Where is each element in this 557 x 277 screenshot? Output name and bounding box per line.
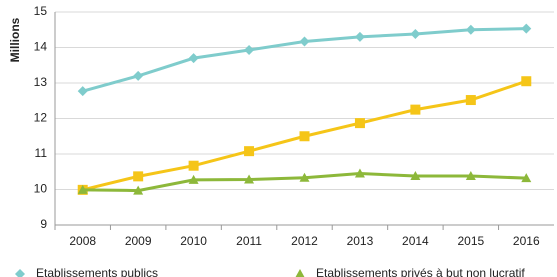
data-point bbox=[188, 160, 199, 171]
data-point bbox=[465, 95, 476, 106]
data-point bbox=[465, 171, 476, 181]
data-point bbox=[410, 104, 421, 115]
data-point bbox=[521, 23, 532, 34]
data-point bbox=[133, 70, 144, 81]
y-tick-label: 11 bbox=[35, 146, 48, 160]
data-point bbox=[521, 76, 532, 87]
y-tick-label: 13 bbox=[34, 75, 48, 89]
data-point bbox=[77, 86, 88, 97]
legend-marker bbox=[15, 269, 25, 277]
y-tick-label: 15 bbox=[34, 4, 48, 18]
legend-label: Etablissements privés à but non lucratif bbox=[316, 266, 525, 277]
data-point bbox=[244, 44, 255, 55]
data-point bbox=[244, 174, 255, 184]
y-tick-label: 14 bbox=[34, 40, 48, 54]
data-point bbox=[244, 146, 255, 157]
legend-marker bbox=[295, 269, 305, 277]
data-point bbox=[188, 174, 199, 184]
data-point bbox=[410, 171, 421, 181]
data-point bbox=[354, 118, 365, 129]
x-tick-label: 2015 bbox=[457, 234, 484, 248]
x-tick-label: 2010 bbox=[180, 234, 207, 248]
y-axis-label: Millions bbox=[8, 17, 22, 62]
data-point bbox=[354, 31, 365, 42]
data-point bbox=[188, 53, 199, 64]
data-point bbox=[299, 131, 310, 142]
y-tick-label: 12 bbox=[34, 111, 48, 125]
data-point bbox=[299, 36, 310, 47]
data-point bbox=[521, 173, 532, 183]
data-point bbox=[299, 172, 310, 182]
data-point bbox=[465, 24, 476, 35]
data-point bbox=[354, 168, 365, 178]
x-tick-label: 2008 bbox=[69, 234, 96, 248]
x-tick-label: 2013 bbox=[347, 234, 374, 248]
x-tick-label: 2016 bbox=[513, 234, 540, 248]
x-tick-label: 2012 bbox=[291, 234, 318, 248]
data-point bbox=[77, 184, 88, 194]
legend-label: Etablissements publics bbox=[36, 266, 158, 277]
y-tick-label: 9 bbox=[40, 217, 47, 231]
data-point bbox=[133, 171, 144, 182]
y-tick-label: 10 bbox=[34, 182, 48, 196]
x-tick-label: 2014 bbox=[402, 234, 429, 248]
x-tick-label: 2009 bbox=[125, 234, 152, 248]
data-point bbox=[133, 185, 144, 195]
x-tick-label: 2011 bbox=[236, 234, 262, 248]
data-point bbox=[410, 29, 421, 40]
